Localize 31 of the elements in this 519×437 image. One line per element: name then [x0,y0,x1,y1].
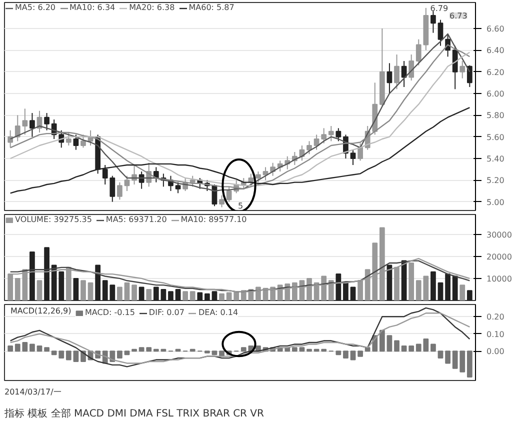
y-tick-label: 6.40 [486,46,504,56]
legend-label: DEA: 0.14 [198,308,238,317]
y-tick-label: 30000 [486,230,512,240]
legend-label: DIF: 0.07 [148,308,184,317]
text: 2014/03/17/一 [4,388,62,396]
y-tick-label: 6.60 [486,24,504,34]
chart-title: MACD(12,26,9) [10,306,72,316]
legend-label: MACD: -0.15 [85,308,135,317]
y-tick-label: 5.20 [486,176,504,186]
legend-label: MA5: 6.20 [15,3,56,12]
legend-label: MA5: 69371.20 [106,215,167,224]
legend-label: MA10: 6.34 [70,3,116,12]
y-tick-label: 5.80 [486,111,504,120]
annotation: 5 [238,202,244,210]
y-tick-label: 6.20 [486,68,504,77]
legend-label: VOLUME: 39275.35 [15,215,92,224]
legend-label: MA20: 6.38 [129,3,175,12]
y-tick-label: 6.00 [486,90,504,98]
y-tick-label: 0.00 [486,347,504,356]
annotation: 6.79 [430,4,448,13]
y-tick-label: 20000 [486,252,512,262]
legend-label: MA60: 5.87 [188,3,234,12]
text: 指标 模板 全部 MACD DMI DMA FSL TRIX BRAR CR VR [4,408,264,420]
legend-label: MA10: 89577.10 [180,215,247,224]
annotation: 6.73 [450,12,468,20]
y-tick-label: 5.40 [486,154,504,164]
y-tick-label: 0.10 [486,330,504,339]
y-tick-label: 10000 [486,274,512,284]
y-tick-label: 5.60 [486,132,504,142]
y-tick-label: 5.00 [486,198,504,207]
y-tick-label: 0.20 [486,312,504,322]
